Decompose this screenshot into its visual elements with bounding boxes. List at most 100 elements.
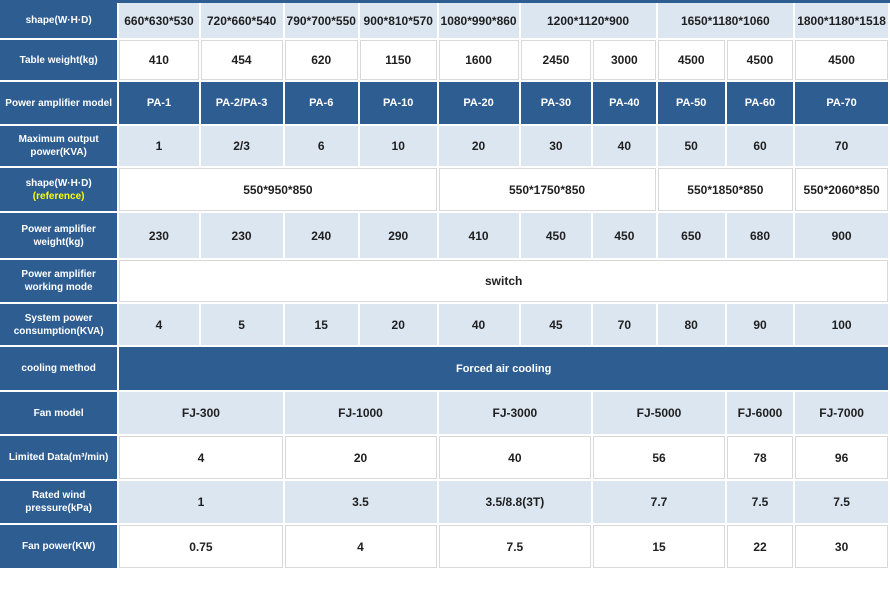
cell: FJ-300	[119, 392, 283, 434]
cell: FJ-5000	[593, 392, 725, 434]
cell: 4	[284, 525, 437, 568]
cell: switch	[119, 260, 888, 302]
row-header: cooling method	[0, 347, 118, 390]
cell: 90	[726, 304, 794, 345]
table-row: Table weight(kg) 410 454 620 1150 1600 2450 300…	[0, 40, 888, 80]
cell: 1	[119, 481, 283, 523]
cell: 40	[438, 436, 592, 479]
cell: 4	[119, 436, 283, 479]
cell: 80	[657, 304, 725, 345]
cell: 900*810*570	[359, 3, 437, 38]
spec-table-body: shape(W·H·D) 660*630*530 720*660*540 790*70…	[0, 3, 888, 568]
row-header: Fan power(KW)	[0, 525, 118, 568]
cell: 550*2060*850	[795, 168, 888, 211]
cell: 30	[520, 126, 592, 166]
row-header: Maximum output power(KVA)	[0, 126, 118, 166]
cell: 0.75	[119, 525, 283, 568]
cell: 45	[520, 304, 592, 345]
cell: PA-60	[726, 82, 794, 124]
cell: 3.5	[284, 481, 437, 523]
cell: 78	[726, 436, 794, 479]
cell: 240	[284, 213, 358, 258]
table-row: cooling method Forced air cooling	[0, 347, 888, 390]
row-header: Limited Data(m³/min)	[0, 436, 118, 479]
row-header-accent: (reference)	[32, 190, 85, 202]
cell: 1800*1180*1518	[795, 3, 888, 38]
cell: 7.5	[795, 481, 888, 523]
cell: 410	[119, 40, 199, 80]
cell: 4500	[795, 40, 888, 80]
cell: 5	[200, 304, 283, 345]
cell: PA-6	[284, 82, 358, 124]
cell: 15	[593, 525, 725, 568]
cell: 10	[359, 126, 437, 166]
cell: 620	[284, 40, 358, 80]
cell: 40	[593, 126, 656, 166]
cell: 70	[593, 304, 656, 345]
cell: PA-10	[359, 82, 437, 124]
cell: 96	[795, 436, 888, 479]
row-header: Rated wind pressure(kPa)	[0, 481, 118, 523]
cell: 230	[200, 213, 283, 258]
cell: 7.7	[593, 481, 725, 523]
cell: 450	[520, 213, 592, 258]
cell: 410	[438, 213, 519, 258]
cell: 7.5	[726, 481, 794, 523]
cell: 900	[795, 213, 888, 258]
cell: 40	[438, 304, 519, 345]
table-row: Power amplifier model PA-1 PA-2/PA-3 PA-6 PA…	[0, 82, 888, 124]
cell: 4	[119, 304, 199, 345]
row-header: Power amplifier weight(kg)	[0, 213, 118, 258]
row-header: shape(W·H·D)	[0, 3, 118, 38]
cell: 1	[119, 126, 199, 166]
cell: PA-2/PA-3	[200, 82, 283, 124]
table-row: Power amplifier weight(kg) 230 230 240 290 41…	[0, 213, 888, 258]
row-header: Table weight(kg)	[0, 40, 118, 80]
cell: 660*630*530	[119, 3, 199, 38]
table-row: shape(W·H·D) 660*630*530 720*660*540 790*70…	[0, 3, 888, 38]
cell: 290	[359, 213, 437, 258]
cell: 15	[284, 304, 358, 345]
row-header: shape(W·H·D)(reference)	[0, 168, 118, 211]
cell: PA-1	[119, 82, 199, 124]
cell: 1200*1120*900	[520, 3, 656, 38]
cell: 3.5/8.8(3T)	[438, 481, 592, 523]
cell: 720*660*540	[200, 3, 283, 38]
cell: 1080*990*860	[438, 3, 519, 38]
cell: 550*1750*850	[438, 168, 656, 211]
cell: 450	[593, 213, 656, 258]
table-row: Limited Data(m³/min) 4 20 40 56 78 96	[0, 436, 888, 479]
cell: 56	[593, 436, 725, 479]
cell: FJ-6000	[726, 392, 794, 434]
cell: 2450	[520, 40, 592, 80]
cell: 4500	[657, 40, 725, 80]
cell: 1600	[438, 40, 519, 80]
cell: 1650*1180*1060	[657, 3, 794, 38]
cell: 6	[284, 126, 358, 166]
cell: PA-50	[657, 82, 725, 124]
table-row: Fan model FJ-300 FJ-1000 FJ-3000 FJ-5000 FJ-6…	[0, 392, 888, 434]
cell: 680	[726, 213, 794, 258]
cell: 60	[726, 126, 794, 166]
cell: 550*1850*850	[657, 168, 794, 211]
table-row: Rated wind pressure(kPa) 1 3.5 3.5/8.8(3T) 7…	[0, 481, 888, 523]
cell: 20	[359, 304, 437, 345]
cell: PA-40	[593, 82, 656, 124]
table-top-border	[0, 0, 890, 3]
cell: 22	[726, 525, 794, 568]
cell: 1150	[359, 40, 437, 80]
row-header: Power amplifier model	[0, 82, 118, 124]
cell: 7.5	[438, 525, 592, 568]
cell: 2/3	[200, 126, 283, 166]
cell: 790*700*550	[284, 3, 358, 38]
cell: 550*950*850	[119, 168, 437, 211]
cell: FJ-1000	[284, 392, 437, 434]
table-row: System power consumption(KVA) 4 5 15 20 40 45 7…	[0, 304, 888, 345]
cell: FJ-3000	[438, 392, 592, 434]
cell: 454	[200, 40, 283, 80]
cell: 20	[438, 126, 519, 166]
cell: FJ-7000	[795, 392, 888, 434]
cell: Forced air cooling	[119, 347, 888, 390]
cell: PA-20	[438, 82, 519, 124]
